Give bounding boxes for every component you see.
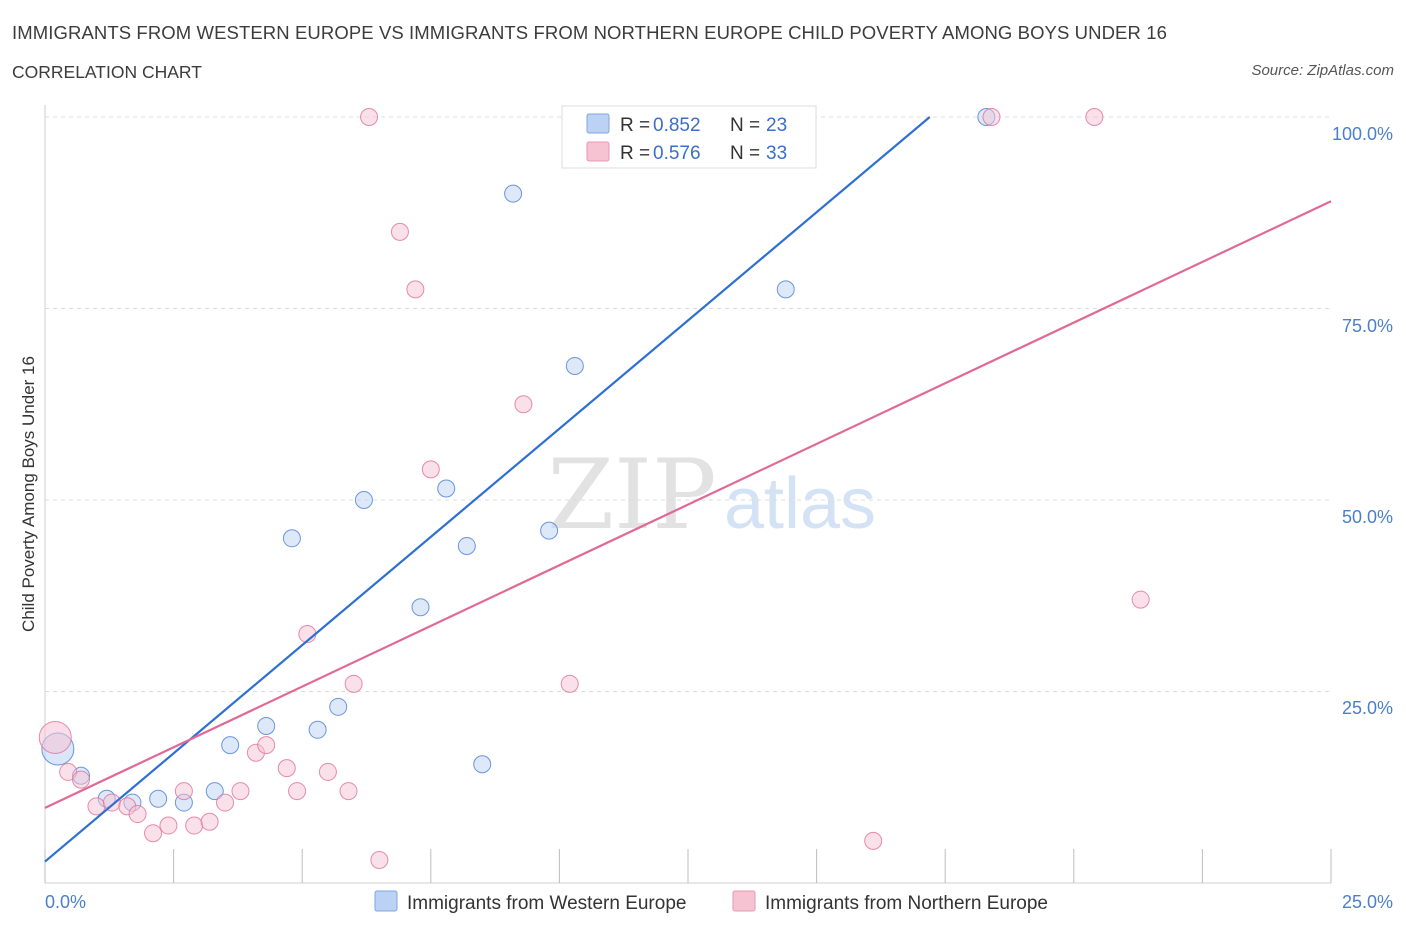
y-tick-label-50: 50.0% [1342,507,1393,527]
data-point [185,816,204,835]
data-point [457,536,476,555]
data-point [339,782,358,801]
legend-n-label-western: N = [730,115,760,136]
data-point [205,782,224,801]
legend-r-value-western: 0.852 [653,115,701,136]
watermark-atlas: atlas [724,464,876,544]
legend-n-value-western: 23 [766,115,787,136]
data-point [354,491,373,509]
data-point [221,736,240,755]
data-point [257,736,276,755]
data-point [72,770,91,789]
data-point [128,805,147,824]
watermark: ZIP atlas [547,439,876,551]
x-tick-label-25: 25.0% [1342,892,1393,912]
data-point [149,789,168,808]
data-point [982,108,1001,126]
legend-swatch-northern [586,141,610,162]
data-point [288,782,307,801]
data-point [1131,590,1150,609]
data-point [406,280,425,299]
data-point [360,108,379,126]
data-point [390,222,409,241]
data-point [370,851,389,870]
source-label: Source: ZipAtlas.com [1251,62,1394,79]
data-point [776,280,795,299]
watermark-zip: ZIP [547,439,716,551]
data-point [102,793,121,812]
data-point [473,755,492,774]
data-point [864,831,883,850]
data-point [257,716,276,735]
chart-title: IMMIGRANTS FROM WESTERN EUROPE VS IMMIGR… [12,22,1167,43]
data-point [38,720,72,754]
data-point [277,759,296,778]
data-point [565,356,584,375]
data-point [421,460,440,479]
data-point [560,674,579,693]
y-tick-label-25: 25.0% [1342,698,1393,718]
trend-line-northern [44,200,1332,809]
data-point [216,793,235,812]
data-point [437,479,456,498]
data-point [514,395,533,414]
legend-r-label-northern: R = [620,143,650,164]
legend-n-label-northern: N = [730,143,760,164]
series-western-points [41,108,996,812]
data-point [344,674,363,693]
legend-r-label-western: R = [620,115,650,136]
data-point [329,697,348,716]
series-northern-points [38,108,1150,870]
data-point [1085,108,1104,126]
x-tick-label-0: 0.0% [45,892,86,912]
x-axis-ticks [44,849,1332,883]
y-tick-label-75: 75.0% [1342,316,1393,336]
legend-n-value-northern: 33 [766,143,787,164]
chart-subtitle: CORRELATION CHART [12,62,202,82]
data-point [231,782,250,801]
correlation-legend: R = 0.852 N = 23 R = 0.576 N = 33 [561,105,817,169]
data-point [200,812,219,831]
data-point [411,598,430,617]
data-point [540,521,559,540]
series-legend-label-northern: Immigrants from Northern Europe [765,893,1048,914]
trend-lines [44,116,1332,863]
legend-r-value-northern: 0.576 [653,143,701,164]
data-point [318,762,337,781]
series-legend-label-western: Immigrants from Western Europe [407,893,686,914]
y-axis-label: Child Poverty Among Boys Under 16 [19,356,38,632]
legend-swatch-western [586,113,610,134]
series-legend-swatch-western [374,890,398,912]
data-point [144,824,163,843]
y-tick-label-100: 100.0% [1332,124,1393,144]
data-point [308,720,327,739]
data-point [159,816,178,835]
data-point [504,184,523,203]
series-legend-swatch-northern [732,890,756,912]
series-legend: Immigrants from Western Europe Immigrant… [374,890,1048,914]
data-point [174,782,193,801]
data-point [282,529,301,548]
